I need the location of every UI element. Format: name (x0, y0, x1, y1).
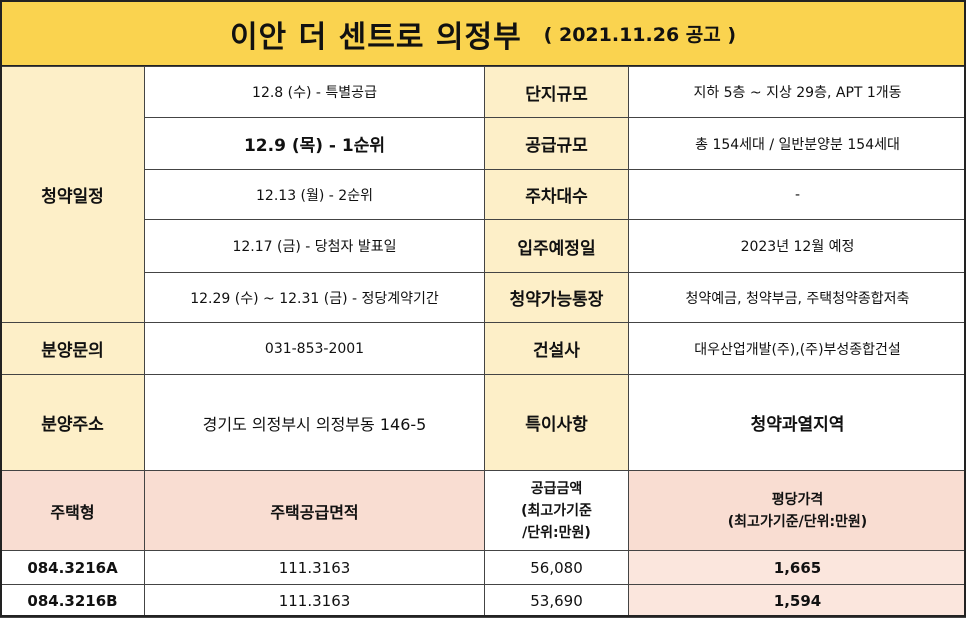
title-bar: 이안 더 센트로 의정부 ( 2021.11.26 공고 ) (0, 0, 966, 66)
address-label: 분양주소 (1, 375, 145, 471)
detail-label: 청약가능통장 (485, 273, 629, 323)
unit-type: 084.3216B (1, 585, 145, 618)
header-supply-line: (최고가기준 (489, 500, 624, 522)
detail-value: 청약예금, 청약부금, 주택청약종합저축 (629, 273, 966, 323)
detail-value: 지하 5층 ~ 지상 29층, APT 1개동 (629, 67, 966, 118)
header-type: 주택형 (1, 471, 145, 551)
info-row: 청약일정 12.8 (수) - 특별공급 단지규모 지하 5층 ~ 지상 29층… (1, 67, 966, 118)
unit-type: 084.3216A (1, 551, 145, 585)
price-per-pyeong: 1,665 (629, 551, 966, 585)
complex-title: 이안 더 센트로 의정부 (230, 12, 522, 56)
detail-value: 2023년 12월 예정 (629, 220, 966, 273)
schedule-item: 12.29 (수) ~ 12.31 (금) - 정당계약기간 (145, 273, 485, 323)
detail-label: 단지규모 (485, 67, 629, 118)
detail-label: 입주예정일 (485, 220, 629, 273)
price-row: 084.3216A 111.3163 56,080 1,665 (1, 551, 966, 585)
info-table: 청약일정 12.8 (수) - 특별공급 단지규모 지하 5층 ~ 지상 29층… (0, 66, 966, 618)
detail-label: 공급규모 (485, 118, 629, 170)
schedule-item: 12.8 (수) - 특별공급 (145, 67, 485, 118)
supply-area: 111.3163 (145, 585, 485, 618)
supply-price: 53,690 (485, 585, 629, 618)
info-row: 분양주소 경기도 의정부시 의정부동 146-5 특이사항 청약과열지역 (1, 375, 966, 471)
info-row: 12.13 (월) - 2순위 주차대수 - (1, 170, 966, 220)
header-price-line: (최고가기준/단위:만원) (633, 511, 962, 533)
price-per-pyeong: 1,594 (629, 585, 966, 618)
info-row: 12.9 (목) - 1순위 공급규모 총 154세대 / 일반분양분 154세… (1, 118, 966, 170)
builder-label: 건설사 (485, 323, 629, 375)
schedule-label: 청약일정 (1, 67, 145, 323)
inquiry-label: 분양문의 (1, 323, 145, 375)
header-area: 주택공급면적 (145, 471, 485, 551)
header-supply-line: 공급금액 (489, 478, 624, 500)
schedule-item: 12.13 (월) - 2순위 (145, 170, 485, 220)
header-supply: 공급금액 (최고가기준 /단위:만원) (485, 471, 629, 551)
notice-date: ( 2021.11.26 공고 ) (544, 20, 736, 47)
inquiry-phone: 031-853-2001 (145, 323, 485, 375)
detail-label: 주차대수 (485, 170, 629, 220)
supply-area: 111.3163 (145, 551, 485, 585)
detail-value: - (629, 170, 966, 220)
detail-value: 총 154세대 / 일반분양분 154세대 (629, 118, 966, 170)
info-row: 분양문의 031-853-2001 건설사 대우산업개발(주),(주)부성종합건… (1, 323, 966, 375)
price-row: 084.3216B 111.3163 53,690 1,594 (1, 585, 966, 618)
address-value: 경기도 의정부시 의정부동 146-5 (145, 375, 485, 471)
header-price-line: 평당가격 (633, 489, 962, 511)
price-header-row: 주택형 주택공급면적 공급금액 (최고가기준 /단위:만원) 평당가격 (최고가… (1, 471, 966, 551)
builder-value: 대우산업개발(주),(주)부성종합건설 (629, 323, 966, 375)
special-value: 청약과열지역 (629, 375, 966, 471)
info-row: 12.29 (수) ~ 12.31 (금) - 정당계약기간 청약가능통장 청약… (1, 273, 966, 323)
header-price: 평당가격 (최고가기준/단위:만원) (629, 471, 966, 551)
info-row: 12.17 (금) - 당첨자 발표일 입주예정일 2023년 12월 예정 (1, 220, 966, 273)
supply-price: 56,080 (485, 551, 629, 585)
schedule-item: 12.17 (금) - 당첨자 발표일 (145, 220, 485, 273)
special-label: 특이사항 (485, 375, 629, 471)
schedule-item-highlight: 12.9 (목) - 1순위 (145, 118, 485, 170)
header-supply-line: /단위:만원) (489, 522, 624, 544)
